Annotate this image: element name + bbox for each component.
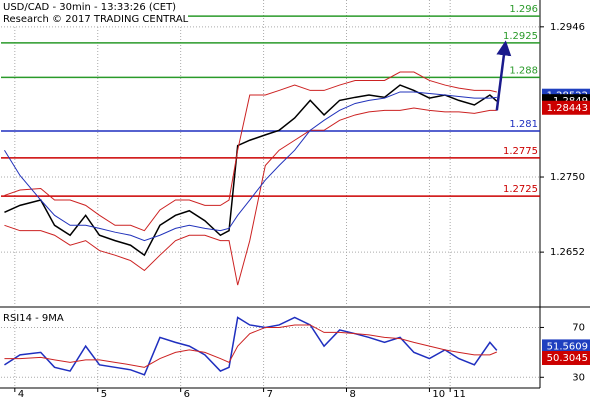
series-line xyxy=(4,107,497,286)
series-line xyxy=(4,84,498,257)
x-tick-label: 8 xyxy=(350,389,356,400)
level-label: 1.2925 xyxy=(503,31,538,42)
level-label: 1.281 xyxy=(509,119,538,130)
y-tick-label: 70 xyxy=(572,322,585,333)
x-tick-label: 5 xyxy=(101,389,107,400)
x-tick-label: 10 xyxy=(432,389,445,400)
price-tag-label: 50.3045 xyxy=(547,353,588,364)
y-tick-label: 30 xyxy=(572,372,585,383)
price-tag xyxy=(542,350,590,365)
price-tag xyxy=(542,100,590,115)
price-tag xyxy=(542,339,590,354)
chart-title: USD/CAD - 30min - 13:33:26 (CET) xyxy=(3,2,176,13)
level-label: 1.2775 xyxy=(503,146,538,157)
forecast-arrow xyxy=(495,40,512,111)
level-label: 1.296 xyxy=(509,4,538,15)
x-tick-label: 11 xyxy=(453,389,466,400)
x-tick-label: 6 xyxy=(184,389,190,400)
y-tick-label: 1.2946 xyxy=(550,22,585,33)
series-line xyxy=(4,71,497,232)
price-tag-label: 1.28443 xyxy=(547,103,588,114)
level-label: 1.288 xyxy=(509,65,538,76)
level-label: 1.2725 xyxy=(503,184,538,195)
x-tick-label: 7 xyxy=(267,389,273,400)
x-tick-label: 4 xyxy=(18,389,24,400)
chart-subtitle: Research © 2017 TRADING CENTRAL xyxy=(3,14,189,25)
price-tag-label: 51.5609 xyxy=(547,341,588,352)
y-tick-label: 1.2750 xyxy=(550,172,585,183)
y-tick-label: 1.2652 xyxy=(550,247,585,258)
title-box xyxy=(0,0,188,26)
series-line xyxy=(4,324,498,368)
chart-title: RSI14 - 9MA xyxy=(3,313,64,324)
series-line xyxy=(4,91,497,242)
series-line xyxy=(4,316,498,376)
